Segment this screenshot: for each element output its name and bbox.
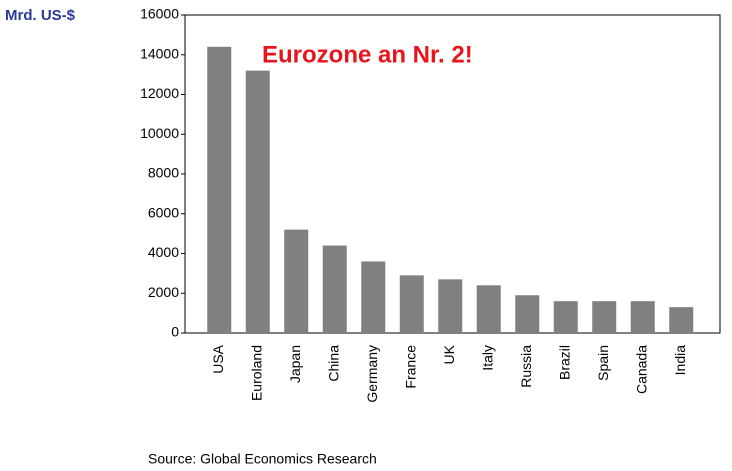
x-tick-label: Japan: [287, 345, 303, 383]
x-tick-label: Euroland: [248, 345, 264, 401]
x-tick-label: UK: [441, 344, 457, 364]
bar: [399, 275, 424, 333]
y-tick-label: 14000: [140, 45, 179, 61]
y-tick-label: 6000: [148, 204, 179, 220]
bar: [322, 245, 347, 333]
bar: [669, 307, 694, 333]
x-tick-label: USA: [210, 344, 226, 373]
y-tick-label: 12000: [140, 85, 179, 101]
bar: [361, 261, 386, 333]
y-tick-label: 4000: [148, 244, 179, 260]
y-tick-label: 8000: [148, 165, 179, 181]
x-tick-label: Germany: [364, 345, 380, 403]
x-tick-label: Russia: [518, 345, 534, 388]
y-axis-label: Mrd. US-$: [5, 7, 76, 24]
bar: [553, 301, 578, 333]
x-tick-label: China: [325, 345, 341, 382]
bar: [438, 279, 463, 333]
y-tick-label: 0: [171, 324, 179, 340]
x-tick-label: Italy: [479, 345, 495, 371]
x-tick-label: Spain: [595, 345, 611, 381]
bar: [207, 46, 232, 334]
bar: [630, 301, 655, 333]
y-tick-label: 16000: [140, 6, 179, 22]
x-tick-label: Brazil: [556, 345, 572, 380]
bar: [245, 70, 270, 334]
bar: [284, 229, 309, 333]
y-tick-label: 2000: [148, 284, 179, 300]
bar: [592, 301, 617, 333]
y-tick-label: 10000: [140, 125, 179, 141]
source: Source: Global Economics Research: [148, 451, 377, 467]
x-tick-label: Canada: [633, 345, 649, 394]
x-tick-label: India: [672, 345, 688, 376]
annotation: Eurozone an Nr. 2!: [262, 41, 473, 68]
x-tick-label: France: [402, 345, 418, 389]
bar: [515, 295, 540, 333]
bar: [476, 285, 501, 333]
